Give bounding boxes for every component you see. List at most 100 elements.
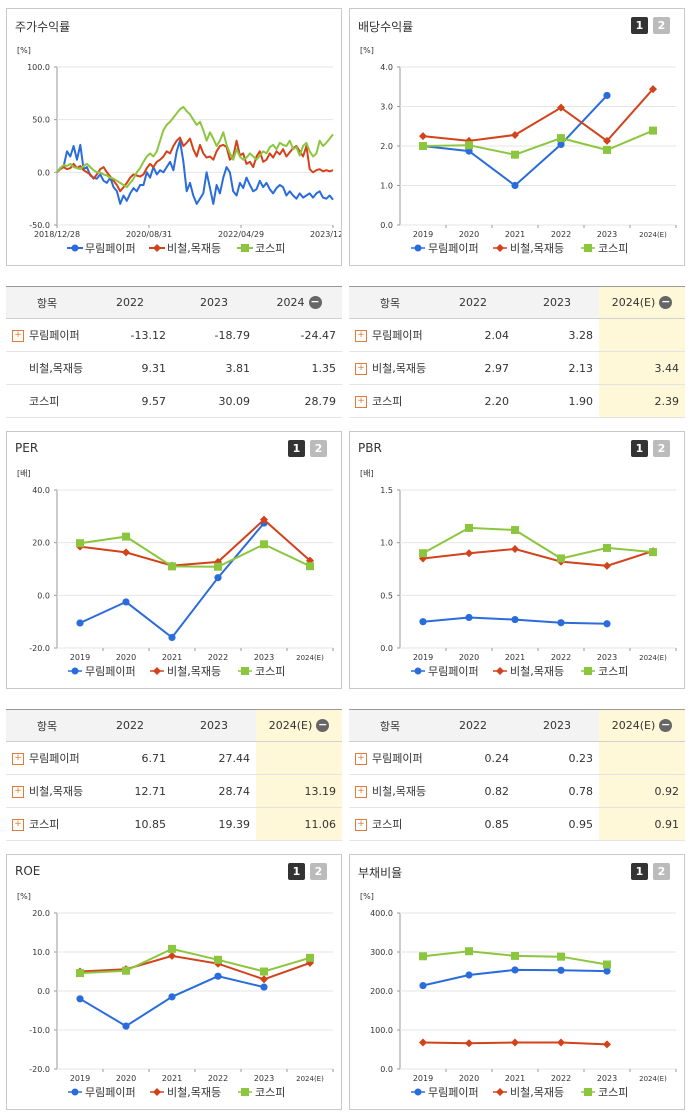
expand-icon[interactable]: +: [355, 753, 367, 765]
view-2-button[interactable]: 2: [310, 863, 327, 880]
data-point: [465, 613, 473, 622]
column-header: 2023: [515, 709, 599, 742]
view-1-button[interactable]: 1: [631, 17, 648, 34]
data-point: [511, 966, 519, 974]
expand-icon[interactable]: +: [12, 330, 24, 342]
row-label: 코스피: [6, 384, 88, 418]
y-tick-label: -20.0: [29, 644, 50, 653]
data-point: [419, 1038, 427, 1047]
view-2-button[interactable]: 2: [653, 17, 670, 34]
data-point: [168, 562, 176, 571]
expand-icon[interactable]: +: [355, 786, 367, 798]
collapse-icon[interactable]: −: [308, 295, 322, 309]
x-tick-label: 2020: [459, 653, 479, 662]
panel-title: 부채비율: [358, 866, 403, 880]
data-point: [419, 618, 427, 626]
x-tick-label: 2024(E): [296, 654, 324, 662]
view-1-button[interactable]: 1: [631, 440, 648, 457]
table-cell: 0.92: [599, 774, 685, 808]
expand-icon[interactable]: +: [12, 753, 24, 765]
table-cell: -13.12: [88, 318, 172, 352]
series-line: [56, 106, 334, 189]
data-point: [511, 130, 519, 139]
collapse-icon[interactable]: −: [659, 295, 673, 309]
expand-icon[interactable]: +: [355, 396, 367, 408]
table-row: + 비철,목재등 2.97 2.13 3.44: [349, 351, 685, 385]
series-line: [79, 518, 311, 567]
y-tick-label: 0.0: [380, 1065, 393, 1074]
legend-label: 무림페이퍼: [428, 242, 479, 255]
data-point: [76, 995, 84, 1003]
table-cell: 9.31: [88, 351, 172, 385]
debt-ratio-chart: [%] 400.0 300.0 200.0 100.0 0.0 2019 2020 2021 20…: [360, 892, 677, 1099]
column-header: 2024(E) −: [256, 709, 342, 742]
view-2-button[interactable]: 2: [310, 440, 327, 457]
table-cell: 10.85: [88, 807, 172, 841]
data-point: [419, 952, 427, 961]
view-2-button[interactable]: 2: [653, 440, 670, 457]
table-row: + 무림페이퍼 -13.12 -18.79 -24.47: [6, 318, 342, 352]
series-line: [422, 547, 654, 567]
expand-icon[interactable]: +: [355, 330, 367, 342]
view-2-button[interactable]: 2: [653, 863, 670, 880]
legend-label: 비철,목재등: [510, 1086, 564, 1099]
collapse-icon[interactable]: −: [659, 718, 673, 732]
legend-label: 비철,목재등: [510, 242, 564, 255]
collapse-icon[interactable]: −: [316, 718, 330, 732]
table-cell: 3.44: [599, 351, 685, 385]
table-cell: -18.79: [172, 318, 256, 352]
data-point: [557, 103, 565, 112]
view-1-button[interactable]: 1: [288, 440, 305, 457]
panel-title: PBR: [358, 441, 382, 455]
data-point: [557, 966, 565, 974]
table-row: + 무림페이퍼 6.71 27.44: [6, 741, 342, 775]
legend-label: 코스피: [255, 242, 285, 255]
column-header: 2022: [88, 286, 172, 319]
table-row: 코스피 9.57 30.09 28.79: [6, 384, 342, 418]
expand-icon[interactable]: +: [12, 819, 24, 831]
series-line: [422, 94, 608, 187]
x-tick-label: 2022: [551, 230, 571, 239]
table-cell: 27.44: [172, 741, 256, 775]
legend-label: 무림페이퍼: [428, 665, 479, 678]
column-header: 2024(E) −: [599, 286, 685, 319]
table-header-row: 항목 2022 2023 2024−: [6, 286, 342, 319]
y-tick-label: 4.0: [380, 63, 393, 72]
y-tick-label: 10.0: [32, 948, 50, 957]
y-tick-label: 100.0: [370, 1026, 393, 1035]
series-line: [422, 88, 654, 143]
data-point: [260, 975, 268, 984]
legend-label: 무림페이퍼: [428, 1086, 479, 1099]
expand-icon[interactable]: +: [355, 819, 367, 831]
expand-icon[interactable]: +: [12, 786, 24, 798]
legend-label: 무림페이퍼: [85, 242, 136, 255]
data-point: [168, 951, 176, 960]
unit-label: [배]: [17, 469, 31, 478]
dividend-yield-chart: [%] 4.0 3.0 2.0 1.0 0.0 2019 2020 2021 2022 2023 20…: [360, 46, 677, 255]
panel-title: 주가수익률: [15, 20, 71, 34]
legend-item: 코스피: [237, 242, 285, 255]
roe-panel: ROE 1 2 [%] 20.0 10.0 0.0 -10.0 -20.0 2019 2020…: [6, 854, 342, 1110]
y-tick-label: -10.0: [29, 1026, 50, 1035]
view-1-button[interactable]: 1: [288, 863, 305, 880]
legend-item: 코스피: [581, 1086, 628, 1099]
data-point: [306, 562, 314, 571]
data-point: [465, 1039, 473, 1048]
data-point: [603, 91, 611, 100]
column-header: 2023: [515, 286, 599, 319]
view-1-button[interactable]: 1: [631, 863, 648, 880]
table-row: 비철,목재등 9.31 3.81 1.35: [6, 351, 342, 385]
table-cell: 0.23: [515, 741, 599, 775]
data-point: [511, 150, 519, 159]
row-label: + 무림페이퍼: [6, 741, 88, 775]
series-line: [56, 139, 334, 205]
x-tick-label: 2023/12/28: [310, 230, 341, 239]
column-header: 항목: [6, 709, 88, 742]
y-tick-label: 20.0: [32, 909, 50, 918]
y-tick-label: -50.0: [29, 221, 50, 230]
expand-icon[interactable]: +: [355, 363, 367, 375]
table-cell: 3.81: [172, 351, 256, 385]
table-row: + 비철,목재등 12.71 28.74 13.19: [6, 774, 342, 808]
table-row: + 코스피 2.20 1.90 2.39: [349, 384, 685, 418]
